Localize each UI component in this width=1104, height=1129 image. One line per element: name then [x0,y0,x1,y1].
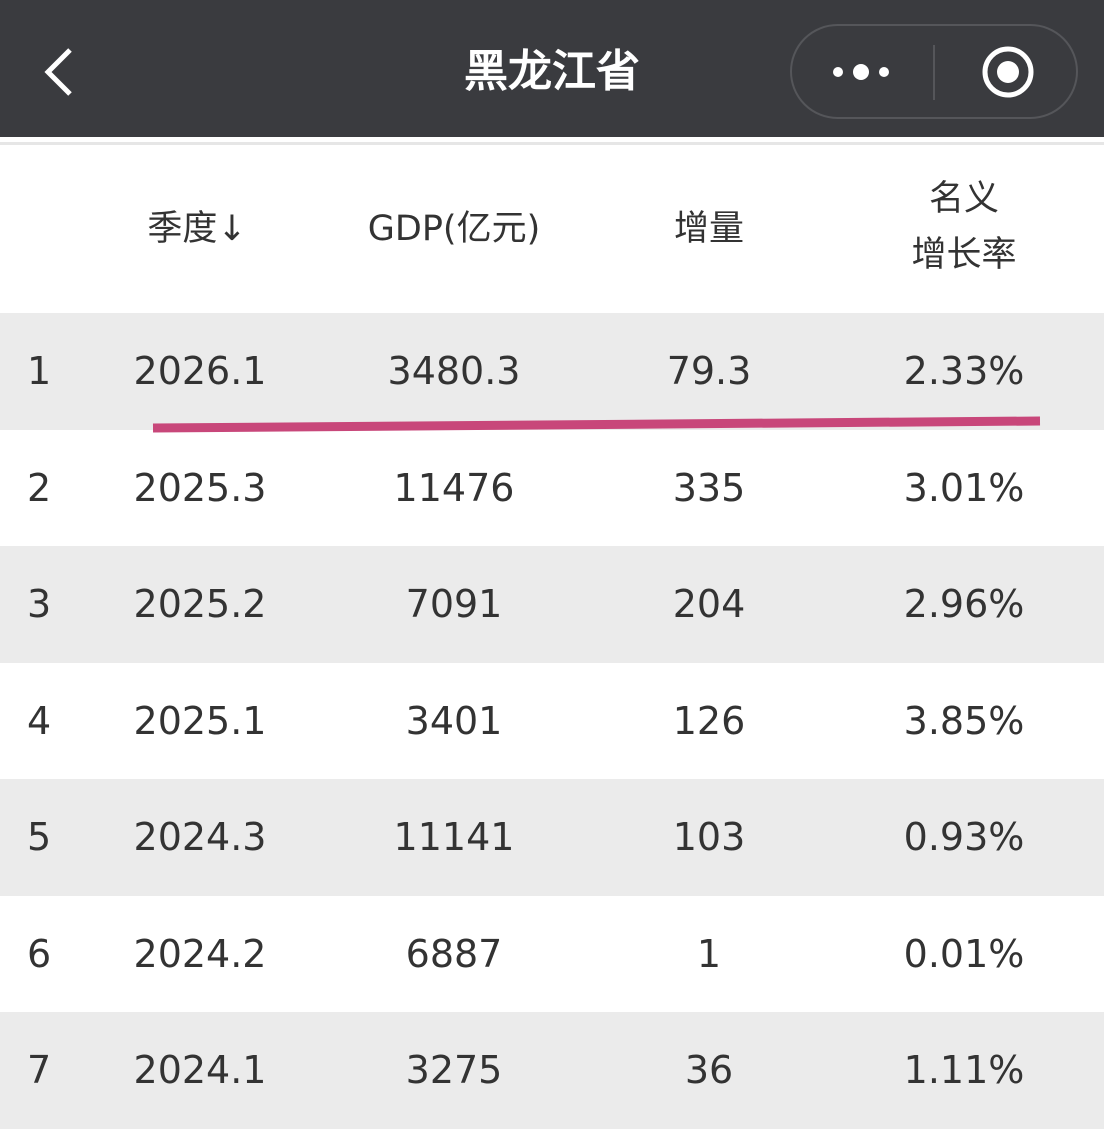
column-header: 增量 [673,209,744,249]
quarter: 2025.2 [133,582,267,626]
table-row[interactable]: 5 2024.3 11141 103 0.93% [0,779,1104,896]
quarter: 2025.3 [133,465,267,510]
separator [0,137,1104,145]
close-button[interactable] [982,46,1034,98]
table-body: 1 2026.1 3480.3 79.3 2.33% 2 2025.3 11476 335 3.0… [0,313,1104,1129]
row-index: 7 [27,1048,52,1092]
row-index: 1 [27,349,52,393]
increment: 36 [684,1048,734,1092]
quarter: 2024.1 [133,1048,267,1092]
table-row[interactable]: 3 2025.2 7091 204 2.96% [0,546,1104,663]
increment: 204 [672,582,746,626]
gdp: 11141 [393,815,515,859]
gdp: 3480.3 [387,349,521,393]
column-header: GDP(亿元) [367,209,541,249]
table-row[interactable]: 1 2026.1 3480.3 79.3 2.33% [0,313,1104,430]
column-header: 增长率 [911,235,1017,275]
gdp: 3275 [405,1048,503,1092]
table-row[interactable]: 2 2025.3 11476 335 3.01% [0,430,1104,547]
growth-rate: 2.96% [903,582,1025,626]
column-header[interactable]: 季度↓ [147,209,247,249]
increment: 79.3 [666,349,752,393]
gdp: 6887 [405,931,503,976]
nav-bar: 黑龙江省 [0,0,1104,137]
column-header: 名义 [928,179,999,219]
quarter: 2026.1 [133,349,267,393]
growth-rate: 0.93% [903,815,1025,859]
back-button[interactable] [44,48,72,96]
row-index: 3 [27,582,52,626]
growth-rate: 0.01% [903,931,1025,976]
row-index: 2 [27,465,52,510]
quarter: 2025.1 [133,698,267,743]
table-row[interactable]: 6 2024.2 6887 1 0.01% [0,896,1104,1013]
gdp: 11476 [393,465,515,510]
increment: 103 [672,815,746,859]
table-row[interactable]: 4 2025.1 3401 126 3.85% [0,663,1104,780]
growth-rate: 3.01% [903,465,1025,510]
more-button[interactable] [833,64,889,80]
page-title: 黑龙江省 [464,46,640,97]
growth-rate: 1.11% [903,1048,1025,1092]
quarter: 2024.2 [133,931,267,976]
growth-rate: 3.85% [903,698,1025,743]
table-row[interactable]: 7 2024.1 3275 36 1.11% [0,1012,1104,1129]
row-index: 6 [27,931,52,976]
quarter: 2024.3 [133,815,267,859]
increment: 1 [696,931,722,976]
gdp: 3401 [405,698,503,743]
table-header: 季度↓ GDP(亿元) 增量 名义 增长率 [0,145,1104,313]
increment: 335 [672,465,746,510]
gdp: 7091 [405,582,503,626]
nav-icons [44,24,1078,119]
row-index: 4 [27,698,52,743]
row-index: 5 [27,815,52,859]
increment: 126 [672,698,746,743]
growth-rate: 2.33% [903,349,1025,393]
